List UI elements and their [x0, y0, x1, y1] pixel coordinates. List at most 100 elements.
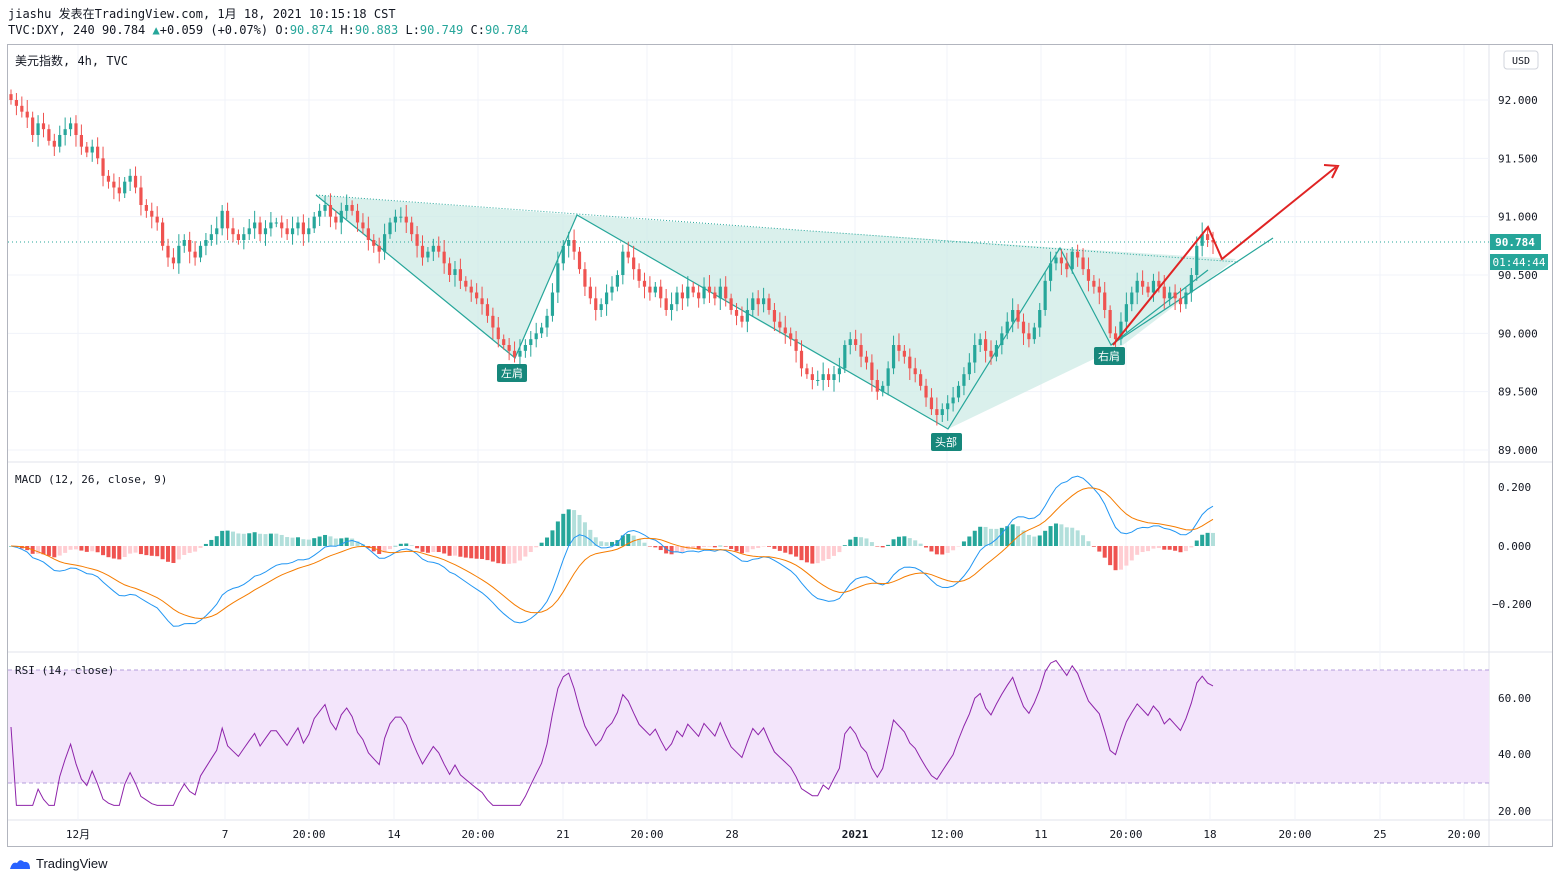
candle: [209, 224, 213, 246]
candle: [31, 111, 35, 142]
candle: [225, 202, 230, 240]
candle: [604, 284, 609, 316]
candle: [1195, 236, 1199, 281]
macd-histogram-bar: [777, 546, 782, 551]
macd-histogram-bar: [52, 546, 57, 558]
macd-histogram-bar: [637, 539, 642, 546]
candle: [502, 334, 506, 350]
candle: [307, 217, 311, 243]
candle: [1021, 313, 1026, 345]
macd-histogram-bar: [187, 546, 192, 553]
macd-histogram-bar: [859, 537, 864, 546]
candle: [155, 206, 159, 231]
candle: [734, 303, 739, 326]
candle: [301, 214, 305, 246]
candle: [1103, 282, 1107, 319]
candle: [166, 238, 170, 267]
candle: [74, 115, 78, 147]
candle: [1048, 251, 1053, 292]
candle: [14, 93, 19, 116]
macd-histogram-bar: [155, 546, 160, 557]
macd-histogram-bar: [1005, 526, 1010, 546]
time-tick-label: 21: [556, 828, 569, 841]
tradingview-logo-icon: [10, 859, 30, 869]
candle: [464, 276, 468, 292]
macd-histogram-bar: [1178, 546, 1183, 553]
candle: [724, 276, 728, 307]
macd-histogram-bar: [994, 528, 999, 546]
macd-histogram-bar: [756, 546, 761, 549]
candle: [778, 312, 782, 334]
macd-histogram-bar: [1037, 535, 1042, 546]
ohlc-legend: TVC:DXY, 240 90.784 ▲+0.059 (+0.07%) O:9…: [8, 23, 528, 37]
candle: [789, 327, 793, 347]
svg-text:20.00: 20.00: [1498, 805, 1531, 818]
candle: [848, 332, 852, 355]
candle: [843, 340, 847, 373]
macd-histogram-bar: [626, 534, 631, 546]
candle: [854, 329, 858, 351]
candle: [247, 219, 251, 240]
candle: [382, 223, 387, 260]
macd-histogram-bar: [144, 546, 149, 556]
candle: [139, 175, 143, 216]
candle: [447, 257, 452, 282]
macd-histogram-bar: [63, 546, 68, 553]
macd-histogram-bar: [934, 546, 939, 555]
candle: [269, 212, 273, 237]
macd-histogram-bar: [236, 533, 241, 546]
macd-histogram-bar: [198, 546, 203, 548]
candle: [718, 278, 722, 310]
candle: [940, 403, 944, 422]
rsi-title: RSI (14, close): [15, 664, 114, 677]
candle: [52, 133, 56, 156]
candle: [767, 293, 771, 315]
currency-button[interactable]: USD: [1503, 50, 1539, 70]
macd-histogram-bar: [978, 526, 983, 546]
candle: [334, 210, 338, 230]
candle: [182, 234, 186, 253]
macd-histogram-bar: [1070, 527, 1075, 546]
candle: [58, 125, 62, 153]
candle: [1065, 252, 1069, 278]
macd-histogram-bar: [1167, 546, 1172, 550]
candle: [550, 283, 555, 322]
candle: [20, 96, 24, 118]
macd-histogram-bar: [739, 546, 744, 554]
candle: [150, 202, 154, 229]
chart-canvas[interactable]: 左肩 头部 右肩 美元指数, 4h, TVC USD 92.000 91.500 9…: [8, 45, 1552, 846]
candle: [328, 193, 333, 228]
candle: [25, 100, 29, 128]
candle: [648, 276, 652, 301]
macd-histogram-bar: [972, 530, 977, 546]
macd-histogram-bar: [712, 546, 717, 548]
candle: [924, 378, 928, 407]
candle: [962, 367, 966, 396]
candle: [144, 199, 148, 218]
candle: [1027, 322, 1031, 348]
candle: [68, 117, 73, 137]
svg-text:−0.200: −0.200: [1492, 598, 1532, 611]
macd-histogram-bar: [133, 546, 138, 553]
candle: [1168, 286, 1172, 306]
candle: [204, 233, 208, 256]
candle: [128, 168, 132, 191]
candle: [556, 251, 560, 303]
macd-histogram-bar: [1146, 546, 1151, 552]
macd-histogram-bar: [1189, 546, 1194, 548]
candle: [1178, 287, 1183, 313]
macd-histogram-bar: [1075, 530, 1080, 546]
high-label: H:: [340, 23, 355, 37]
candle: [420, 235, 425, 266]
candle: [745, 298, 749, 333]
svg-text:头部: 头部: [935, 435, 957, 449]
candle: [47, 124, 51, 146]
candle: [951, 387, 955, 412]
candle: [355, 203, 360, 232]
macd-histogram-bar: [604, 542, 609, 546]
time-tick-label: 20:00: [1278, 828, 1311, 841]
macd-histogram-bar: [1113, 546, 1118, 571]
macd-histogram-bar: [1010, 524, 1015, 546]
macd-histogram-bar: [1140, 546, 1145, 553]
candle: [1005, 312, 1009, 340]
